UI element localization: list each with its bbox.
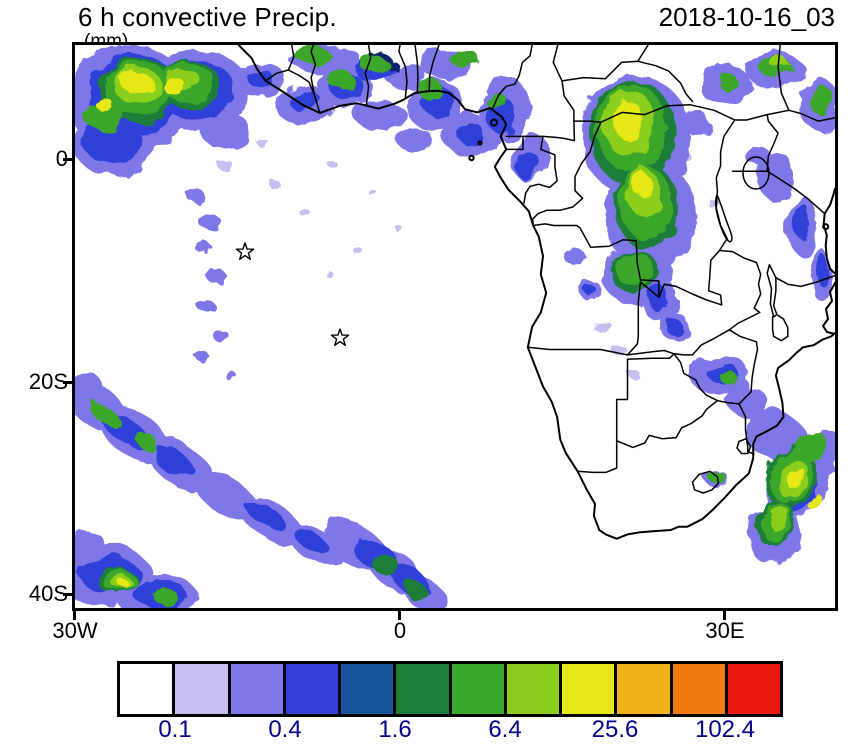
colorbar-cell [672,664,728,714]
colorbar-tick-label: 1.6 [378,716,412,743]
colorbar-cell [617,664,673,714]
axis-tick [63,381,72,384]
axis-tick [73,611,76,620]
x-axis-label-30w: 30W [52,618,98,643]
colorbar-cell [175,664,231,714]
colorbar-cell [120,664,176,714]
axis-tick [63,158,72,161]
colorbar-tick-label: 6.4 [488,716,522,743]
x-axis-label-30e: 30E [705,618,745,643]
colorbar-tick-label: 0.1 [158,716,192,743]
x-axis-label-0: 0 [393,618,407,643]
y-axis-label-20s: 20S [28,369,68,394]
colorbar-tick-label: 102.4 [694,716,756,743]
colorbar-cell [285,664,341,714]
colorbar [117,661,783,717]
y-axis-label-0: 0 [55,146,68,171]
y-axis-label-40s: 40S [28,581,68,606]
precip-layer-yellow [96,71,822,589]
plot-datetime: 2018-10-16_03 [658,2,835,32]
colorbar-cell [727,664,780,714]
precip-streak-blue [186,188,236,379]
colorbar-cell [506,664,562,714]
colorbar-cell [230,664,286,714]
colorbar-tick-label: 25.6 [591,716,639,743]
plot-title: 6 h convective Precip. [78,2,337,32]
colorbar-labels: 0.1 0.4 1.6 6.4 25.6 102.4 [0,716,850,746]
colorbar-cell [396,664,452,714]
colorbar-tick-label: 0.4 [268,716,302,743]
country-borders [264,45,835,494]
axis-tick [398,611,401,620]
colorbar-cell [562,664,618,714]
axis-tick [63,593,72,596]
axis-tick [723,611,726,620]
colorbar-cell [341,664,397,714]
colorbar-cell [451,664,507,714]
star-marker [235,242,350,346]
map-canvas [72,42,838,611]
coastline [237,45,835,540]
precip-layer-light-blue [75,45,835,608]
precipitation-map-graphic [75,45,835,608]
